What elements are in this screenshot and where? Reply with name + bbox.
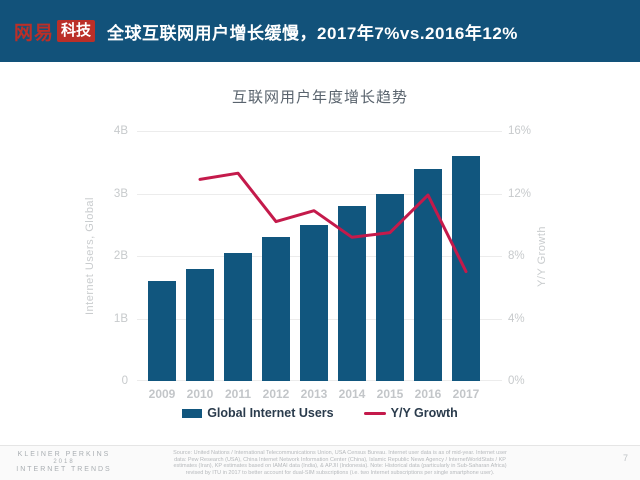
growth-line-path	[198, 171, 468, 274]
brand-line: INTERNET TRENDS	[16, 466, 112, 473]
source-line: revised by ITU in 2017 to better account…	[185, 469, 495, 476]
y-axis-tick: 8%	[508, 250, 525, 262]
bar-2012	[262, 237, 290, 381]
x-axis-label-2013: 2013	[300, 387, 328, 401]
x-axis-label-2010: 2010	[186, 387, 214, 401]
source-note: Source: United Nations / International T…	[128, 450, 552, 476]
left-axis-ticks: 4B 3B 2B 1B 0	[88, 125, 128, 387]
plot-area	[137, 131, 502, 381]
page-number: 7	[622, 453, 628, 463]
growth-line-chart	[198, 171, 468, 274]
y-axis-tick: 2B	[113, 250, 128, 262]
y-axis-tick: 1B	[113, 312, 128, 325]
bar-2010	[186, 268, 214, 381]
x-axis-label-2012: 2012	[262, 387, 290, 401]
footer-bar: KLEINER PERKINS 2018 INTERNET TRENDS Sou…	[0, 445, 640, 480]
bar-swatch-icon	[182, 408, 203, 418]
chart-title: 互联网用户年度增长趋势	[231, 89, 408, 106]
netease-logo-text: 网易	[14, 21, 55, 44]
y-axis-tick: 3B	[113, 187, 128, 200]
bar-2013	[300, 224, 328, 381]
x-axis-label-2015: 2015	[376, 387, 404, 401]
bar-2009	[148, 281, 176, 381]
x-axis-label-2014: 2014	[338, 387, 366, 401]
x-axis-labels: 2009 2010 2011 2012 2013 2014 2015 2016 2017	[137, 387, 502, 401]
bar-2011	[224, 252, 252, 381]
chart-legend: Global Internet Users Y/Y Growth	[0, 406, 640, 420]
x-axis-label-2011: 2011	[224, 387, 252, 401]
y-axis-tick: 4B	[113, 125, 128, 137]
source-line: Source: United Nations / International T…	[173, 450, 507, 456]
y-axis-tick: 16%	[508, 125, 532, 137]
y-axis-tick: 12%	[508, 187, 532, 200]
legend-label-users: Global Internet Users	[207, 406, 334, 420]
legend-label-growth: Y/Y Growth	[390, 406, 458, 420]
legend-item-users: Global Internet Users	[182, 406, 334, 420]
right-axis-ticks: 16% 12% 8% 4% 0%	[508, 125, 548, 387]
x-axis-label-2017: 2017	[452, 387, 480, 401]
header-bar: 网易 科技 全球互联网用户增长缓慢，2017年7%vs.2016年12%	[0, 0, 640, 62]
y-axis-tick: 4%	[508, 312, 525, 325]
y-axis-tick: 0%	[508, 375, 525, 387]
legend-item-growth: Y/Y Growth	[363, 406, 458, 420]
x-axis-label-2016: 2016	[414, 387, 442, 401]
y-axis-tick: 0	[121, 375, 128, 387]
article-title: 全球互联网用户增长缓慢，2017年7%vs.2016年12%	[107, 23, 518, 43]
netease-tech-logo: 网易 科技	[14, 18, 96, 45]
source-line: data: Pew Research (USA), China Internet…	[174, 456, 506, 463]
brand-line: KLEINER PERKINS	[17, 451, 111, 458]
gridline	[137, 193, 502, 195]
x-axis-label-2009: 2009	[148, 387, 176, 401]
gridline	[137, 131, 502, 132]
tech-logo-badge: 科技	[57, 20, 96, 42]
brand-line: 2018	[53, 459, 75, 465]
kleiner-perkins-brand: KLEINER PERKINS 2018 INTERNET TRENDS	[0, 451, 128, 474]
line-swatch-icon	[363, 411, 386, 415]
source-line: estimates (Iran), KP estimates based on …	[173, 463, 507, 469]
